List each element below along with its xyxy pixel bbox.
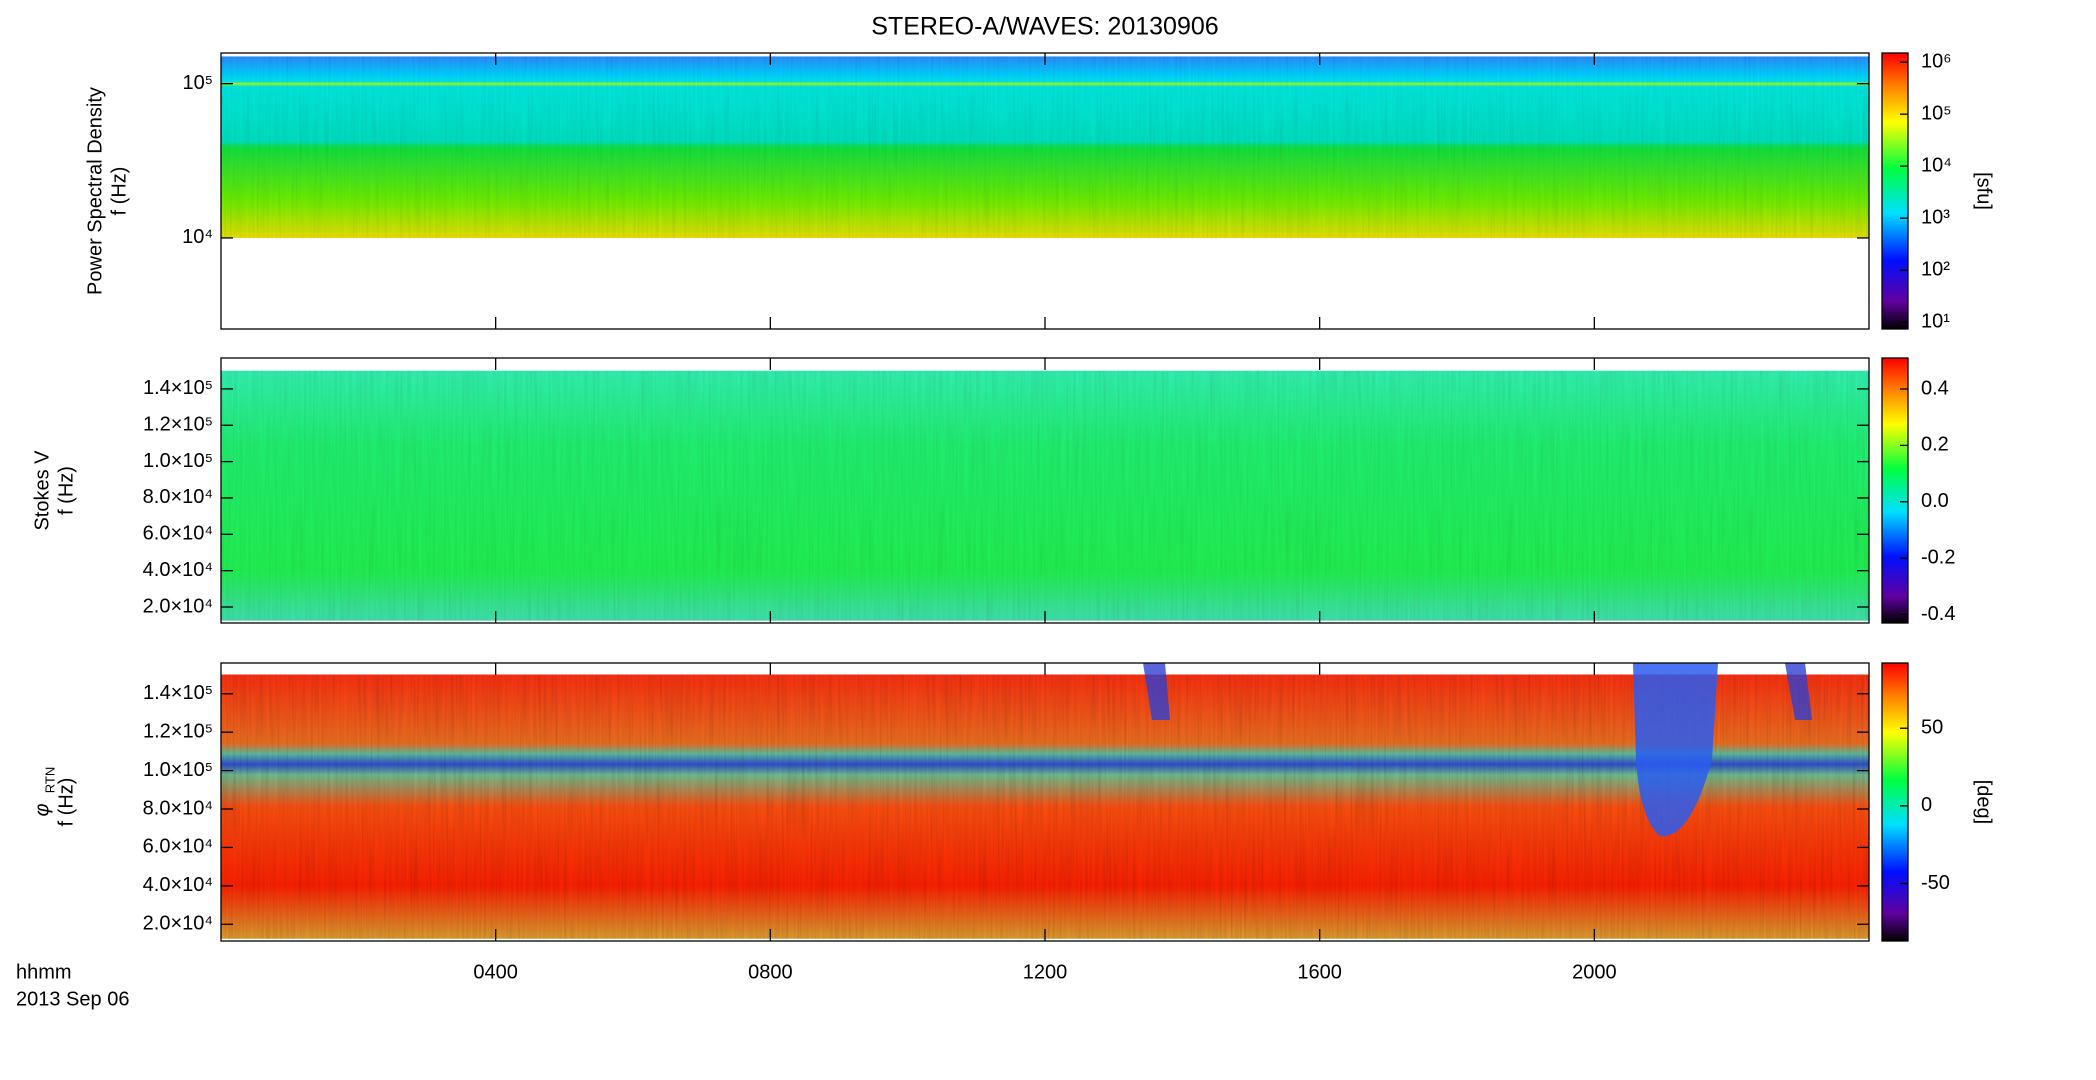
y-axis-label: φ xyxy=(31,803,53,816)
y-tick-label: 4.0×10⁴ xyxy=(143,874,213,896)
y-tick-label: 1.2×10⁵ xyxy=(143,414,213,436)
date-label: 2013 Sep 06 xyxy=(16,988,129,1010)
colorbar-tick-label: 0.4 xyxy=(1921,377,1949,399)
x-axis-label: hhmm xyxy=(16,961,72,983)
y-tick-label: 4.0×10⁴ xyxy=(143,559,213,581)
colorbar-tick-label: 10¹ xyxy=(1921,310,1950,332)
y-tick-label: 1.4×10⁵ xyxy=(143,682,213,704)
colorbar-tick-label: 50 xyxy=(1921,717,1943,739)
y-axis-label: f (Hz) xyxy=(108,167,130,216)
y-axis-label-sub: RTN xyxy=(42,767,57,793)
colorbar xyxy=(1881,52,1909,330)
spectrogram-texture xyxy=(221,370,1869,621)
y-tick-label: 1.4×10⁵ xyxy=(143,377,213,399)
chart-title: STEREO-A/WAVES: 20130906 xyxy=(871,13,1218,41)
colorbar xyxy=(1881,662,1909,942)
y-axis-label: Power Spectral Density xyxy=(84,87,106,295)
y-tick-label: 1.0×10⁵ xyxy=(143,450,213,472)
x-tick-label: 2000 xyxy=(1572,961,1617,983)
colorbar-tick-label: 10³ xyxy=(1921,206,1950,228)
colorbar-tick-label: -0.4 xyxy=(1921,603,1955,625)
spectrogram-texture xyxy=(221,56,1869,238)
y-axis-label: Stokes V xyxy=(31,450,53,531)
colorbar-tick-label: -50 xyxy=(1921,872,1950,894)
y-tick-label: 10⁵ xyxy=(182,72,213,94)
y-tick-label: 6.0×10⁴ xyxy=(143,836,213,858)
colorbar-label: [deg] xyxy=(1973,780,1995,824)
feature xyxy=(1785,663,1812,720)
x-tick-label: 0800 xyxy=(748,961,793,983)
y-axis-label: f (Hz) xyxy=(55,778,77,827)
colorbar-tick-label: 10⁶ xyxy=(1921,50,1951,72)
y-tick-label: 2.0×10⁴ xyxy=(143,913,213,935)
y-tick-label: 10⁴ xyxy=(182,226,213,248)
y-tick-label: 8.0×10⁴ xyxy=(143,797,213,819)
feature xyxy=(1143,663,1170,720)
x-tick-label: 0400 xyxy=(473,961,518,983)
colorbar-tick-label: 0.2 xyxy=(1921,434,1949,456)
colorbar-tick-label: 10² xyxy=(1921,258,1950,280)
y-tick-label: 8.0×10⁴ xyxy=(143,486,213,508)
y-tick-label: 1.0×10⁵ xyxy=(143,759,213,781)
colorbar-tick-label: -0.2 xyxy=(1921,546,1955,568)
y-tick-label: 2.0×10⁴ xyxy=(143,595,213,617)
colorbar-tick-label: 10⁴ xyxy=(1921,154,1952,176)
y-axis-label: f (Hz) xyxy=(55,466,77,515)
feature xyxy=(1633,663,1718,837)
colorbar-tick-label: 10⁵ xyxy=(1921,102,1952,124)
colorbar-label: [sfu] xyxy=(1973,172,1995,210)
spectrogram-texture xyxy=(221,674,1869,939)
colorbar-tick-label: 0.0 xyxy=(1921,490,1949,512)
x-tick-label: 1200 xyxy=(1023,961,1068,983)
colorbar xyxy=(1881,357,1909,624)
colorbar-tick-label: 0 xyxy=(1921,794,1932,816)
x-tick-label: 1600 xyxy=(1297,961,1342,983)
y-tick-label: 1.2×10⁵ xyxy=(143,720,213,742)
y-tick-label: 6.0×10⁴ xyxy=(143,523,213,545)
